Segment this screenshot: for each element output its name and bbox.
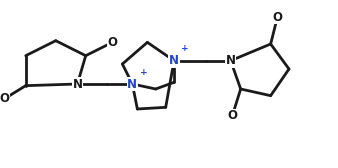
Text: N: N xyxy=(226,54,236,67)
Text: +: + xyxy=(182,44,189,53)
Text: N: N xyxy=(127,77,137,91)
Text: N: N xyxy=(169,54,179,67)
Text: N: N xyxy=(72,77,82,91)
Text: +: + xyxy=(140,68,147,77)
Text: O: O xyxy=(272,11,282,24)
Text: O: O xyxy=(107,36,117,49)
Text: O: O xyxy=(0,93,9,106)
Text: O: O xyxy=(227,109,237,122)
